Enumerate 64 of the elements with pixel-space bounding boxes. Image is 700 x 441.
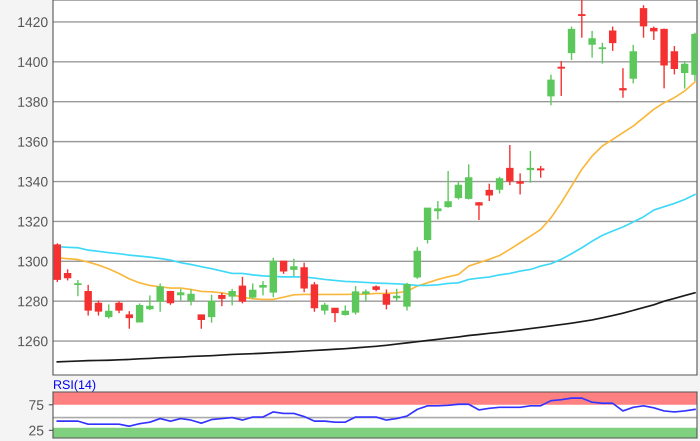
y-tick-label: 25 xyxy=(29,426,44,436)
y-tick-label: 1380 xyxy=(18,97,48,107)
candlestick xyxy=(115,300,123,314)
candlestick xyxy=(444,170,452,208)
candlestick xyxy=(74,279,82,297)
candlestick xyxy=(650,26,658,41)
candlestick xyxy=(640,4,648,38)
candlestick xyxy=(300,262,308,293)
candlestick xyxy=(588,30,596,58)
candlestick xyxy=(218,292,226,307)
candlestick xyxy=(547,74,555,106)
candlestick xyxy=(403,282,411,312)
y-tick-label: 75 xyxy=(29,400,44,410)
line-series xyxy=(56,397,696,428)
y-tick-label: 1400 xyxy=(18,57,48,68)
candlestick xyxy=(146,294,154,311)
candlestick xyxy=(568,26,576,61)
y-tick-label: 1340 xyxy=(18,176,48,187)
candlestick xyxy=(156,282,164,312)
candlestick xyxy=(64,268,72,282)
y-tick-label: 1300 xyxy=(18,256,48,266)
candlestick xyxy=(536,165,544,178)
candlestick xyxy=(382,288,390,310)
candlestick xyxy=(496,176,504,194)
candlestick xyxy=(126,310,134,330)
candlestick xyxy=(475,201,483,221)
candlestick xyxy=(454,180,462,200)
candlestick xyxy=(578,0,586,38)
candlestick xyxy=(105,304,112,320)
candlestick xyxy=(506,144,514,186)
candlestick xyxy=(187,288,195,306)
candlestick xyxy=(362,288,370,302)
candlestick xyxy=(280,260,288,275)
candlestick xyxy=(321,302,328,316)
candlestick xyxy=(434,200,442,220)
candlestick xyxy=(166,290,174,306)
candlestick xyxy=(136,302,144,323)
candlestick xyxy=(526,150,534,184)
candlestick xyxy=(608,26,616,52)
y-tick-label: 1280 xyxy=(18,296,48,306)
candlestick xyxy=(486,183,493,202)
candlestick xyxy=(249,282,256,300)
candlestick xyxy=(464,164,472,200)
y-tick-label: 1320 xyxy=(18,216,48,227)
y-tick-label: 1420 xyxy=(18,17,48,28)
candlestick xyxy=(177,288,184,302)
candlestick xyxy=(238,276,246,304)
candlestick xyxy=(94,300,102,316)
candlestick xyxy=(342,304,349,316)
candlestick xyxy=(84,284,92,316)
line-series xyxy=(56,292,696,363)
y-tick-label: 1260 xyxy=(18,336,48,346)
candlestick xyxy=(208,294,216,324)
candlestick xyxy=(310,281,318,312)
candlestick xyxy=(259,280,267,296)
candlestick xyxy=(352,285,360,316)
candlestick xyxy=(670,45,678,76)
candlestick xyxy=(290,258,298,277)
y-tick-label: 1360 xyxy=(18,136,48,147)
candlestick xyxy=(198,314,206,330)
candlestick xyxy=(680,60,688,90)
candlestick xyxy=(619,68,627,98)
chart-title: RSI(14) xyxy=(54,380,96,392)
candlestick xyxy=(228,288,236,306)
